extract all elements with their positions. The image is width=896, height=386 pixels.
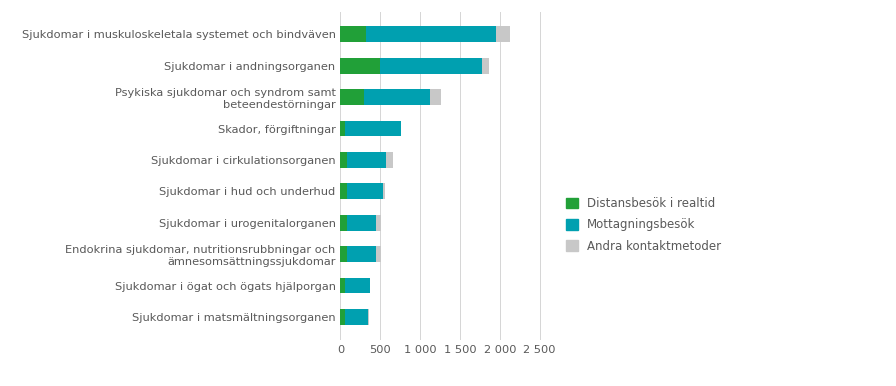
Bar: [367, 309, 369, 325]
Bar: [345, 121, 401, 136]
Bar: [376, 215, 381, 230]
Bar: [340, 246, 347, 262]
Bar: [345, 309, 367, 325]
Bar: [482, 58, 489, 74]
Bar: [386, 152, 393, 168]
Bar: [383, 183, 385, 199]
Bar: [340, 89, 364, 105]
Bar: [364, 89, 430, 105]
Bar: [345, 278, 370, 293]
Bar: [340, 278, 345, 293]
Bar: [495, 27, 510, 42]
Bar: [366, 27, 495, 42]
Bar: [347, 152, 386, 168]
Bar: [376, 246, 381, 262]
Bar: [340, 183, 347, 199]
Bar: [430, 89, 441, 105]
Bar: [347, 215, 376, 230]
Bar: [340, 152, 347, 168]
Bar: [340, 58, 380, 74]
Bar: [340, 309, 345, 325]
Bar: [347, 246, 376, 262]
Bar: [340, 215, 347, 230]
Bar: [347, 183, 383, 199]
Legend: Distansbesök i realtid, Mottagningsbesök, Andra kontaktmetoder: Distansbesök i realtid, Mottagningsbesök…: [565, 197, 721, 252]
Bar: [340, 27, 366, 42]
Bar: [380, 58, 482, 74]
Bar: [340, 121, 345, 136]
